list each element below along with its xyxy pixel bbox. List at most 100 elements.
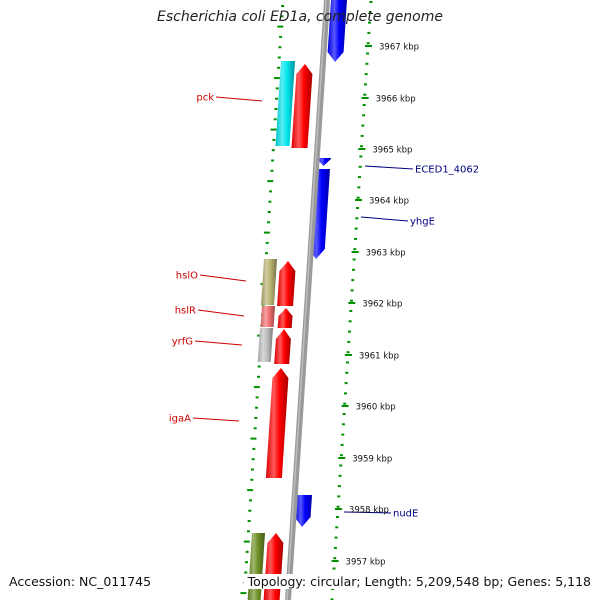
igaA-label: igaA [169, 414, 191, 425]
tick-right [341, 433, 345, 436]
tick-left [257, 375, 261, 378]
tick-right [344, 382, 348, 385]
tick-right [361, 124, 365, 127]
tick-right [367, 31, 371, 34]
tick-left [271, 149, 275, 152]
scale-label: 3958 kbp [349, 506, 389, 516]
tick-right [357, 176, 361, 179]
ECED1_4062-gene [316, 158, 331, 166]
tick-right [359, 145, 363, 148]
tick-right [351, 279, 355, 282]
tick-left [271, 159, 275, 162]
tick-right [342, 413, 346, 415]
feature-bars [247, 61, 295, 600]
tick-left [252, 447, 256, 450]
tick-right [355, 217, 359, 220]
tick-left [247, 520, 251, 522]
tick-right [349, 310, 353, 312]
tick-right [333, 557, 337, 560]
tick-right [368, 21, 372, 24]
tick-left [246, 530, 250, 533]
tick-right [333, 546, 337, 549]
tick-right [364, 73, 368, 76]
tick-right [355, 207, 359, 209]
tick-left [240, 592, 247, 595]
tick-major [334, 508, 342, 510]
tick-left [278, 46, 282, 49]
yhgE-leader-line [360, 216, 409, 222]
tick-right [349, 299, 353, 302]
scale-label: 3957 kbp [346, 558, 386, 568]
tick-major [341, 405, 349, 407]
tick-major [344, 354, 352, 356]
hslO-gene [277, 261, 296, 306]
tick-right [337, 495, 341, 498]
pck-label: pck [196, 93, 214, 104]
accession-text: Accession: NC_011745 [9, 574, 154, 589]
hslO-feature-bar [261, 259, 277, 305]
tick-right [369, 1, 373, 3]
tick-right [347, 340, 351, 343]
tick-left [250, 468, 254, 471]
scale-label: 3963 kbp [366, 249, 406, 259]
tick-left [270, 128, 277, 131]
tick-left [251, 458, 255, 461]
tick-right [360, 134, 364, 137]
tick-left [244, 571, 248, 574]
tick-major [338, 457, 346, 459]
gene-labels: pck hslO hslR yrfG igaA ECED1_4062 yhgE nudE [169, 93, 479, 520]
tick-right [356, 196, 360, 199]
tick-right [362, 104, 366, 106]
tick-right [351, 268, 355, 271]
tick-left [250, 478, 254, 481]
tick-major [358, 148, 366, 150]
tick-left [255, 396, 259, 399]
tick-right [358, 165, 362, 168]
yhgE-label: yhgE [410, 217, 435, 228]
tick-left [275, 87, 279, 90]
hslO-leader-line [199, 274, 247, 282]
tick-right [330, 598, 334, 600]
tick-major [361, 97, 369, 99]
tick-right [343, 402, 347, 405]
tick-right [354, 227, 358, 230]
scale-label: 3959 kbp [352, 455, 392, 465]
tick-left [257, 365, 261, 368]
backbone-highlight [286, 0, 327, 600]
tick-right [368, 11, 372, 14]
tick-left [254, 417, 258, 419]
tick-left [253, 427, 257, 430]
scale-label: 3962 kbp [362, 300, 402, 310]
tick-left [277, 56, 281, 59]
tick-left [280, 15, 284, 18]
backbone-line [285, 0, 330, 600]
gene-bottom-forward [263, 533, 284, 600]
tick-left [247, 489, 254, 492]
tick-major [351, 251, 359, 253]
tick-right [362, 114, 366, 117]
tick-right [347, 330, 351, 333]
tick-left [253, 386, 260, 389]
pck-gene [291, 64, 313, 148]
genome-title: Escherichia coli ED1a, complete genome [157, 9, 443, 25]
tick-right [335, 526, 339, 529]
yrfG-feature-bar [257, 328, 273, 362]
feature-bar-bottom [247, 533, 265, 600]
pck-feature-bar [275, 61, 295, 146]
tick-left [269, 190, 273, 193]
igaA-leader-line [192, 417, 240, 422]
tick-right [366, 52, 370, 55]
tick-left [265, 241, 269, 244]
tick-right [332, 567, 336, 570]
tick-major [365, 45, 373, 47]
gene-top-reverse [327, 0, 347, 62]
tick-major [348, 302, 356, 304]
tick-right [353, 237, 357, 240]
tick-left [250, 437, 257, 440]
tick-left [248, 509, 252, 512]
nudE-gene [294, 495, 312, 527]
tick-left [267, 180, 274, 183]
tick-right [359, 155, 363, 158]
tick-left [265, 252, 269, 255]
